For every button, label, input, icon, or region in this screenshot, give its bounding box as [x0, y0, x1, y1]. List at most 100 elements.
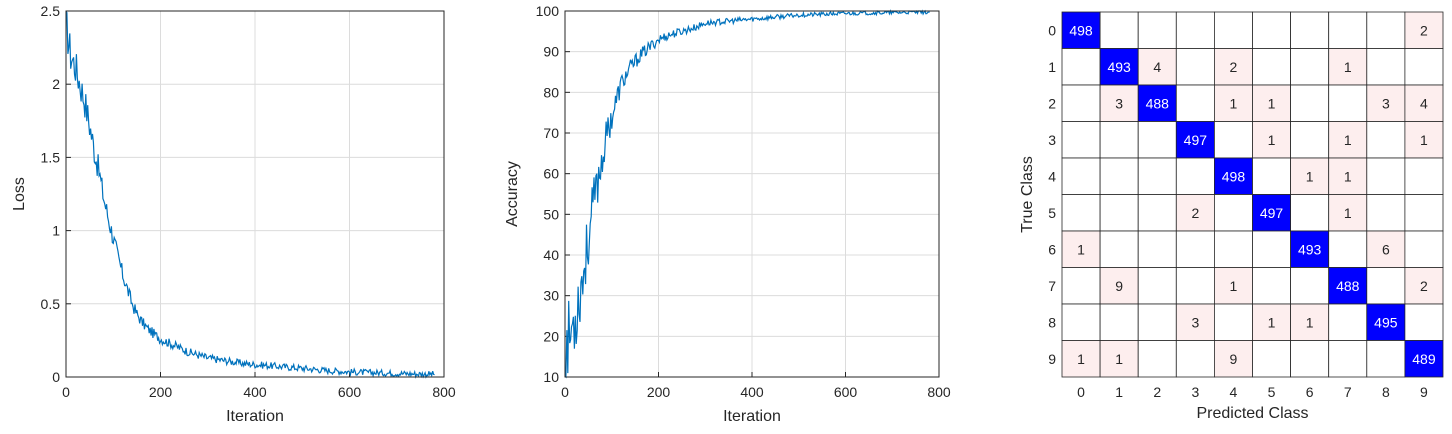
confusion-cell-value: 498	[1222, 168, 1246, 184]
accuracy-x-tick-label: 0	[561, 384, 569, 400]
confusion-cell-value: 493	[1107, 59, 1131, 75]
confusion-cell	[1290, 194, 1330, 232]
confusion-cell-value: 1	[1344, 168, 1352, 184]
confusion-cell	[1061, 267, 1101, 305]
accuracy-y-tick-label: 50	[543, 206, 559, 222]
confusion-cell	[1175, 84, 1215, 122]
confusion-cell	[1099, 11, 1139, 49]
confusion-cell	[1175, 303, 1215, 341]
confusion-cell	[1252, 157, 1291, 195]
confusion-cell	[1404, 84, 1444, 122]
confusion-x-tick-label: 1	[1115, 384, 1123, 400]
confusion-cell-value: 495	[1374, 314, 1398, 330]
accuracy-plot: 0 200 400 600 800 10 20 30 40 50 60 70 80 90 100 Itera…	[504, 3, 951, 425]
confusion-x-tick-label: 2	[1153, 384, 1161, 400]
confusion-cell-value: 1	[1230, 278, 1238, 294]
confusion-y-tick-label: 6	[1048, 241, 1056, 257]
confusion-cell	[1061, 84, 1101, 122]
loss-y-tick-label: 1.5	[41, 149, 61, 165]
confusion-cell-value: 1	[1420, 132, 1428, 148]
loss-y-tick-label: 1	[52, 223, 60, 239]
confusion-x-tick-label: 7	[1344, 384, 1352, 400]
confusion-cell	[1061, 303, 1101, 341]
confusion-cell	[1137, 303, 1177, 341]
confusion-cell	[1137, 157, 1177, 195]
loss-x-tick-label: 200	[149, 384, 173, 400]
confusion-cell-value: 2	[1420, 278, 1428, 294]
confusion-cell	[1099, 121, 1139, 159]
confusion-matrix-x-axis-label: Predicted Class	[1196, 405, 1308, 422]
confusion-cell-value: 1	[1268, 132, 1276, 148]
confusion-cell-value: 1	[1344, 205, 1352, 221]
loss-x-axis-label: Iteration	[226, 408, 284, 425]
confusion-y-tick-label: 3	[1048, 132, 1056, 148]
confusion-cell	[1214, 230, 1253, 268]
confusion-y-tick-label: 2	[1048, 95, 1056, 111]
confusion-y-tick-label: 8	[1048, 314, 1056, 330]
confusion-cell	[1061, 194, 1101, 232]
confusion-cell	[1175, 11, 1215, 49]
accuracy-y-tick-label: 40	[543, 247, 559, 263]
confusion-cell-value: 4	[1153, 59, 1161, 75]
accuracy-y-tick-label: 20	[543, 328, 559, 344]
confusion-cell-value: 1	[1115, 351, 1123, 367]
accuracy-y-tick-label: 90	[543, 44, 559, 60]
confusion-y-tick-label: 0	[1048, 22, 1056, 38]
confusion-cell	[1099, 157, 1139, 195]
accuracy-axes-frame	[564, 10, 940, 378]
accuracy-y-tick-label: 30	[543, 288, 559, 304]
confusion-cell	[1137, 121, 1177, 159]
confusion-x-tick-label: 5	[1268, 384, 1276, 400]
confusion-cell	[1137, 230, 1177, 268]
confusion-y-tick-label: 5	[1048, 205, 1056, 221]
confusion-cell	[1214, 11, 1253, 49]
loss-y-tick-label: 2	[52, 76, 60, 92]
confusion-cell-value: 1	[1306, 314, 1314, 330]
accuracy-x-tick-label: 800	[927, 384, 951, 400]
confusion-cell	[1099, 340, 1139, 378]
confusion-cell	[1214, 84, 1253, 122]
confusion-cell-value: 1	[1344, 132, 1352, 148]
confusion-cell-value: 9	[1230, 351, 1238, 367]
confusion-x-tick-label: 9	[1420, 384, 1428, 400]
loss-series-line	[65, 10, 435, 379]
confusion-cell	[1137, 11, 1177, 49]
loss-x-tick-label: 800	[432, 384, 456, 400]
confusion-cell	[1290, 267, 1330, 305]
confusion-cell	[1328, 84, 1368, 122]
confusion-cell	[1404, 194, 1444, 232]
confusion-x-tick-label: 6	[1306, 384, 1314, 400]
confusion-cell	[1404, 121, 1444, 159]
confusion-cell-value: 2	[1420, 22, 1428, 38]
accuracy-series-line	[564, 9, 930, 379]
confusion-cell	[1366, 267, 1406, 305]
confusion-cell	[1214, 340, 1253, 378]
confusion-matrix-y-axis-label: True Class	[1019, 156, 1036, 233]
accuracy-grid	[564, 10, 940, 378]
loss-y-tick-label: 2.5	[41, 3, 61, 19]
confusion-cell	[1328, 48, 1368, 86]
confusion-cell	[1061, 340, 1101, 378]
confusion-cell	[1328, 11, 1368, 49]
confusion-x-tick-label: 3	[1191, 384, 1199, 400]
confusion-matrix-cells: 498 2 493 4 2 1 3 488 1 1 3 4 497 1 1 1 498 1 1 2 497 1 1 493 6 9…	[1061, 11, 1444, 378]
confusion-cell	[1252, 303, 1291, 341]
accuracy-y-tick-label: 10	[543, 369, 559, 385]
confusion-cell-value: 2	[1230, 59, 1238, 75]
confusion-cell	[1061, 48, 1101, 86]
confusion-cell-value: 1	[1268, 95, 1276, 111]
confusion-cell	[1366, 84, 1406, 122]
accuracy-x-tick-label: 600	[834, 384, 858, 400]
confusion-cell	[1366, 340, 1406, 378]
confusion-cell	[1099, 48, 1139, 86]
confusion-cell-value: 4	[1420, 95, 1428, 111]
loss-tick-labels: 0 200 400 600 800 0 0.5 1 1.5 2 2.5	[41, 3, 456, 400]
accuracy-y-tick-label: 60	[543, 166, 559, 182]
confusion-cell	[1175, 48, 1215, 86]
confusion-cell	[1252, 230, 1291, 268]
confusion-cell	[1404, 157, 1444, 195]
loss-x-tick-label: 0	[62, 384, 70, 400]
confusion-x-tick-label: 0	[1077, 384, 1085, 400]
confusion-cell	[1404, 48, 1444, 86]
confusion-cell	[1099, 303, 1139, 341]
